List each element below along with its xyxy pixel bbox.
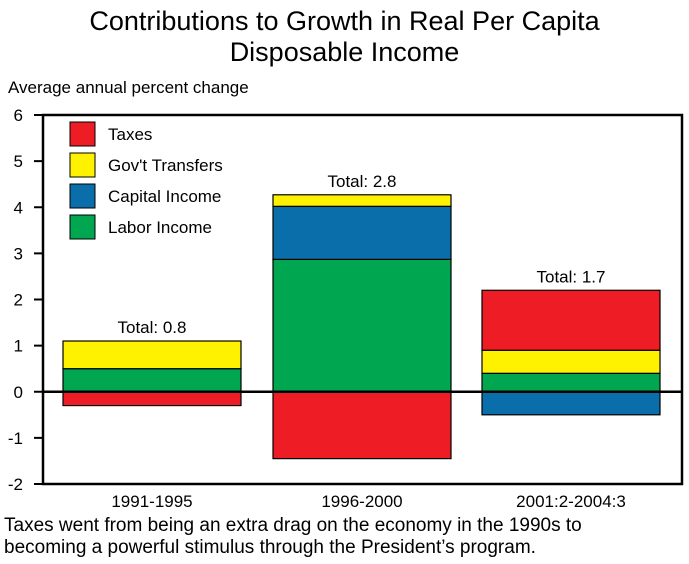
legend-label-labor-income: Labor Income: [108, 218, 212, 237]
caption-line-1: Taxes went from being an extra drag on t…: [4, 515, 582, 536]
total-label-2001-2-2004-3: Total: 1.7: [537, 267, 606, 286]
legend-swatch-taxes: [69, 121, 96, 147]
bar-taxes-2001-2-2004-3: [481, 289, 661, 351]
bar-taxes-1991-1995: [62, 391, 242, 407]
chart-title: Contributions to Growth in Real Per Capi…: [0, 6, 689, 68]
total-label-1996-2000: Total: 2.8: [328, 172, 397, 191]
bar-taxes-1996-2000: [272, 391, 452, 460]
bar-labor-income-1991-1995: [62, 368, 242, 393]
y-tick-label-2: -2: [8, 475, 23, 494]
legend-label-gov-t-transfers: Gov't Transfers: [108, 156, 223, 175]
y-tick-label-6: 6: [14, 106, 23, 125]
bars-layer: [62, 194, 661, 460]
y-tick-label-0: 0: [14, 383, 23, 402]
chart-title-line-2: Disposable Income: [229, 37, 460, 67]
bar-labor-income-1996-2000: [272, 258, 452, 393]
legend-label-capital-income: Capital Income: [108, 187, 221, 206]
total-label-1991-1995: Total: 0.8: [118, 318, 187, 337]
legend-swatch-capital-income: [69, 183, 96, 209]
bar-gov-t-transfers-2001-2-2004-3: [481, 349, 661, 374]
y-tick-label-3: 3: [14, 244, 23, 263]
y-axis: 6 5 4 3 2 1 0 -1 -2: [8, 106, 43, 494]
x-axis: 1991-1995 1996-2000 2001:2-2004:3: [111, 492, 625, 511]
x-tick-label-1991-1995: 1991-1995: [111, 492, 192, 511]
y-tick-label-5: 5: [14, 152, 23, 171]
y-tick-label-2: 2: [14, 291, 23, 310]
bar-gov-t-transfers-1996-2000: [272, 194, 452, 207]
caption-line-2: becoming a powerful stimulus through the…: [4, 537, 536, 558]
y-axis-label: Average annual percent change: [8, 78, 249, 97]
bar-gov-t-transfers-1991-1995: [62, 340, 242, 370]
caption: Taxes went from being an extra drag on t…: [4, 515, 688, 559]
chart-title-line-1: Contributions to Growth in Real Per Capi…: [89, 6, 600, 36]
bar-capital-income-2001-2-2004-3: [481, 391, 661, 416]
legend-swatch-labor-income: [69, 214, 96, 240]
x-tick-label-2001-2-2004-3: 2001:2-2004:3: [516, 492, 626, 511]
legend: Taxes Gov't Transfers Capital Income Labor …: [69, 121, 223, 240]
x-tick-label-1996-2000: 1996-2000: [321, 492, 402, 511]
bar-capital-income-1996-2000: [272, 205, 452, 260]
total-labels: Total: 0.8 Total: 2.8 Total: 1.7: [118, 172, 606, 337]
legend-label-taxes: Taxes: [108, 125, 152, 144]
y-tick-label-4: 4: [14, 198, 23, 217]
y-tick-label-1: 1: [14, 337, 23, 356]
legend-swatch-gov-t-transfers: [69, 152, 96, 178]
bar-labor-income-2001-2-2004-3: [481, 372, 661, 393]
y-tick-label-1: -1: [8, 429, 23, 448]
